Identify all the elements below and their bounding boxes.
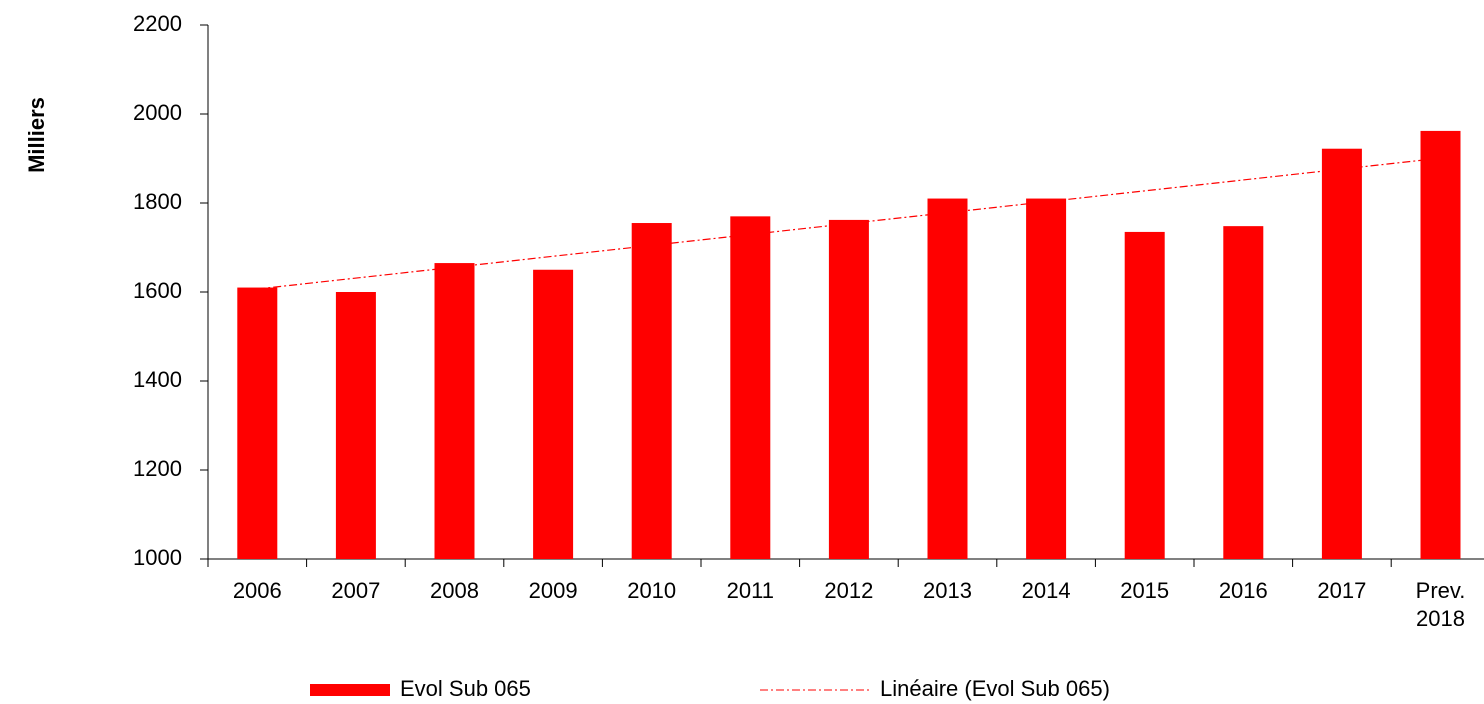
y-tick-label: 1800: [133, 189, 182, 214]
x-tick-label: 2014: [1021, 578, 1071, 603]
x-tick-label: 2006: [232, 578, 282, 603]
y-tick-label: 1600: [133, 278, 182, 303]
legend-swatch: [310, 684, 390, 696]
x-tick-label: 2015: [1120, 578, 1170, 603]
x-tick-label: 2009: [528, 578, 578, 603]
x-tick-label: 2013: [923, 578, 972, 603]
bar: [1223, 226, 1264, 559]
x-tick-label: 2017: [1317, 578, 1367, 603]
x-tick-label: 2016: [1218, 578, 1268, 603]
x-tick-label: 2011: [726, 578, 774, 603]
bar: [1321, 148, 1362, 559]
x-tick-label: 2008: [430, 578, 479, 603]
trend-line: [257, 157, 1441, 290]
x-tick-label: Prev. 2018: [1415, 578, 1466, 631]
x-tick-label: 2007: [331, 578, 381, 603]
y-tick-label: 1200: [133, 456, 182, 481]
x-tick-label: 2010: [627, 578, 677, 603]
bar: [927, 198, 968, 560]
y-tick-label: 2200: [133, 11, 182, 36]
bar: [631, 223, 672, 559]
bar: [1124, 231, 1165, 560]
bar: [237, 287, 278, 559]
y-tick-label: 1000: [133, 545, 182, 570]
bar: [533, 269, 574, 559]
bar: [828, 219, 869, 559]
bar: [335, 292, 376, 559]
legend-label: Evol Sub 065: [400, 676, 531, 701]
bar: [1420, 130, 1461, 559]
legend-label: Linéaire (Evol Sub 065): [880, 676, 1110, 701]
y-tick-label: 2000: [133, 100, 182, 125]
bar: [434, 263, 475, 559]
x-tick-label: 2012: [824, 578, 874, 603]
y-axis-label: Milliers: [24, 97, 49, 173]
y-tick-label: 1400: [133, 367, 182, 392]
bar: [730, 216, 771, 559]
bar: [1026, 198, 1067, 560]
